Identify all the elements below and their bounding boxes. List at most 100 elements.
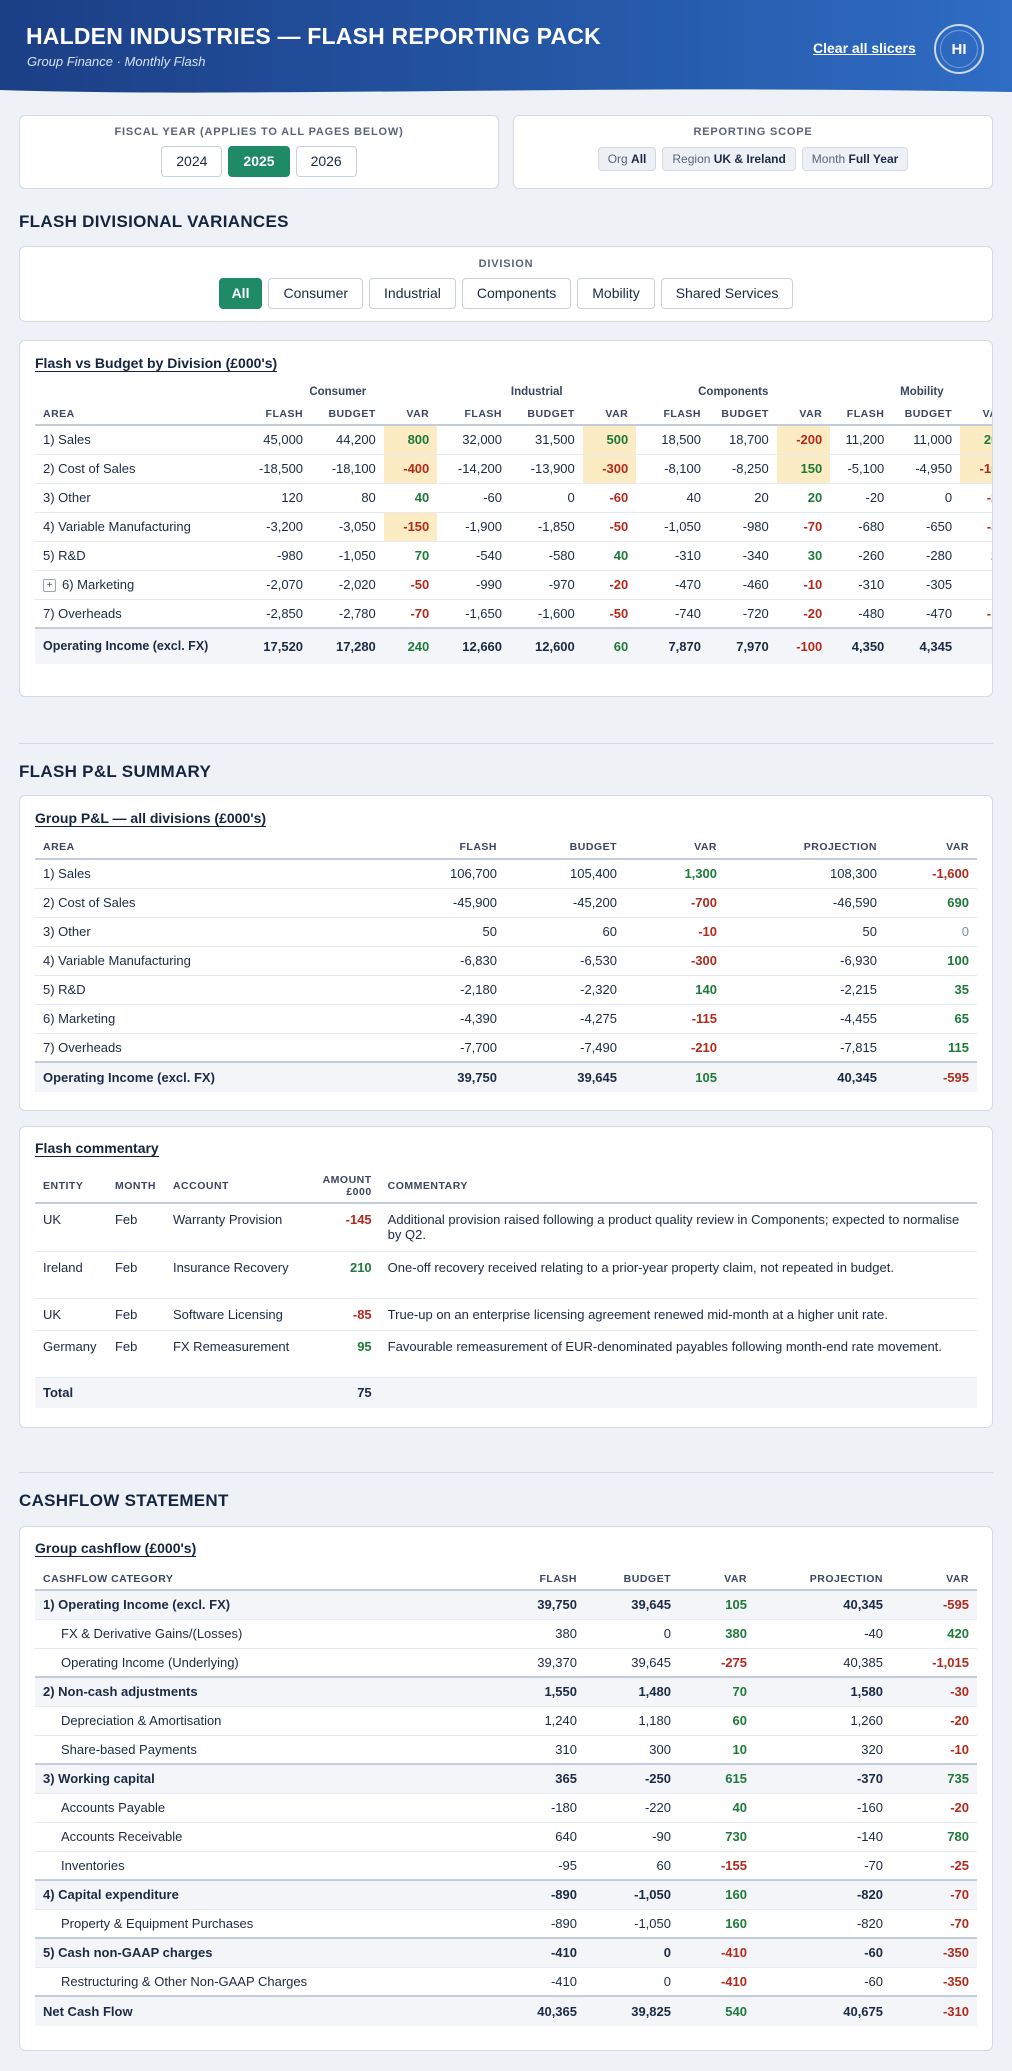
column-header: FLASH bbox=[830, 403, 893, 426]
total-cell: 17,280 bbox=[311, 627, 384, 664]
variance-cell: -150 bbox=[960, 454, 992, 484]
section-divider bbox=[19, 743, 993, 744]
value-cell: 106,700 bbox=[335, 859, 505, 889]
value-cell: -680 bbox=[830, 512, 893, 542]
division-button-mobility[interactable]: Mobility bbox=[577, 278, 655, 309]
total-cell: 39,645 bbox=[505, 1061, 625, 1092]
value-cell: -95 bbox=[475, 1851, 585, 1881]
category-label: 5) Cash non-GAAP charges bbox=[35, 1937, 475, 1968]
divisional-section-title: FLASH DIVISIONAL VARIANCES bbox=[19, 212, 289, 231]
column-header: BUDGET bbox=[311, 403, 384, 426]
value-cell: -340 bbox=[709, 541, 777, 571]
column-header: PROJECTION bbox=[725, 836, 885, 860]
column-header: MONTH bbox=[106, 1169, 165, 1204]
entity-cell: Ireland bbox=[35, 1251, 107, 1299]
division-button-industrial[interactable]: Industrial bbox=[369, 278, 456, 309]
total-cell: 7,870 bbox=[636, 627, 709, 664]
column-header: BUDGET bbox=[892, 403, 961, 426]
cashflow-group-row: 3) Working capital 365 -250 615 -370 735 bbox=[35, 1763, 977, 1794]
cashflow-table-title: Group cashflow (£000's) bbox=[35, 1540, 197, 1557]
total-cell: -100 bbox=[776, 627, 831, 664]
variance-cell: -20 bbox=[891, 1706, 977, 1736]
column-header: VAR bbox=[625, 836, 725, 860]
value-cell: 1,180 bbox=[585, 1706, 679, 1736]
value-cell: -470 bbox=[892, 599, 961, 629]
variance-cell: 690 bbox=[885, 888, 977, 918]
division-button-components[interactable]: Components bbox=[461, 278, 572, 309]
column-header: VAR bbox=[776, 403, 831, 426]
variance-cell: 140 bbox=[625, 975, 725, 1005]
fiscal-year-slicer: FISCAL YEAR (APPLIES TO ALL PAGES BELOW)… bbox=[19, 115, 499, 189]
variance-cell: -5 bbox=[960, 570, 992, 600]
value-cell: -740 bbox=[636, 599, 709, 629]
value-cell: -14,200 bbox=[437, 454, 511, 484]
year-button-2025[interactable]: 2025 bbox=[228, 146, 290, 177]
total-cell: 17,520 bbox=[238, 627, 312, 664]
variance-cell: -595 bbox=[891, 1590, 977, 1620]
variance-cell: -410 bbox=[679, 1967, 755, 1997]
value-cell: -18,500 bbox=[238, 454, 312, 484]
page-subtitle: Group Finance · Monthly Flash bbox=[27, 54, 206, 69]
value-cell: -160 bbox=[755, 1793, 891, 1823]
clear-slicers-link[interactable]: Clear all slicers bbox=[813, 40, 916, 56]
variance-cell: -60 bbox=[582, 483, 637, 513]
area-label: 7) Overheads bbox=[43, 605, 122, 621]
variance-cell: 115 bbox=[885, 1033, 977, 1063]
amount-cell: -85 bbox=[314, 1298, 380, 1331]
value-cell: -45,900 bbox=[335, 888, 505, 918]
division-button-shared-services[interactable]: Shared Services bbox=[660, 278, 794, 309]
variance-cell: 65 bbox=[885, 1004, 977, 1034]
total-cell: 12,660 bbox=[437, 627, 511, 664]
table-row: 3) Other 50 60 -10 50 0 bbox=[35, 917, 977, 947]
variance-cell: 735 bbox=[891, 1763, 977, 1794]
table-row: 4) Variable Manufacturing -6,830 -6,530 -30… bbox=[35, 946, 977, 976]
variance-cell: -275 bbox=[679, 1648, 755, 1678]
total-label: Net Cash Flow bbox=[35, 1995, 475, 2026]
total-cell: 12,600 bbox=[510, 627, 583, 664]
expand-icon[interactable]: + bbox=[43, 579, 56, 592]
variance-cell: -70 bbox=[383, 599, 438, 629]
avatar[interactable]: HI bbox=[934, 24, 984, 74]
value-cell: -18,100 bbox=[311, 454, 384, 484]
division-button-consumer[interactable]: Consumer bbox=[268, 278, 364, 309]
comment-cell: True-up on an enterprise licensing agree… bbox=[379, 1298, 977, 1331]
month-cell: Feb bbox=[106, 1330, 165, 1378]
value-cell: -70 bbox=[755, 1851, 891, 1881]
variance-cell: 105 bbox=[679, 1590, 755, 1620]
value-cell: 20 bbox=[709, 483, 777, 513]
value-cell: -7,700 bbox=[335, 1033, 505, 1063]
value-cell: 1,240 bbox=[475, 1706, 585, 1736]
table-header: CASHFLOW CATEGORY FLASH BUDGET VAR PROJECTIO… bbox=[35, 1568, 977, 1591]
value-cell: 39,645 bbox=[585, 1590, 679, 1620]
total-cell: 4,345 bbox=[892, 627, 961, 664]
variance-cell: -400 bbox=[383, 454, 438, 484]
value-cell: -1,850 bbox=[510, 512, 583, 542]
variance-cell: -410 bbox=[679, 1937, 755, 1968]
variance-cell: -1,015 bbox=[891, 1648, 977, 1678]
total-cell: 5 bbox=[960, 627, 992, 664]
cashflow-section-title: CASHFLOW STATEMENT bbox=[19, 1491, 229, 1510]
area-label: 1) Sales bbox=[43, 432, 91, 448]
total-cell: 540 bbox=[679, 1995, 755, 2026]
value-cell: 380 bbox=[475, 1619, 585, 1649]
value-cell: -4,275 bbox=[505, 1004, 625, 1034]
variance-cell: -210 bbox=[625, 1033, 725, 1063]
column-header: FLASH bbox=[335, 836, 505, 860]
year-button-2026[interactable]: 2026 bbox=[295, 146, 357, 177]
year-button-2024[interactable]: 2024 bbox=[161, 146, 223, 177]
entity-cell: UK bbox=[35, 1298, 107, 1331]
variance-cell: 100 bbox=[885, 946, 977, 976]
column-header: VAR bbox=[383, 403, 438, 426]
category-label: Restructuring & Other Non-GAAP Charges bbox=[35, 1967, 475, 1997]
column-header: ENTITY bbox=[35, 1169, 107, 1204]
category-label: Share-based Payments bbox=[35, 1735, 475, 1765]
category-label: 4) Capital expenditure bbox=[35, 1879, 475, 1910]
value-cell: -1,050 bbox=[585, 1879, 679, 1910]
value-cell: -890 bbox=[475, 1879, 585, 1910]
division-button-all[interactable]: All bbox=[218, 278, 263, 309]
division-slicer: DIVISION All Consumer Industrial Components… bbox=[19, 246, 993, 322]
value-cell: 1,480 bbox=[585, 1676, 679, 1707]
column-header: BUDGET bbox=[585, 1568, 679, 1591]
value-cell: -60 bbox=[755, 1967, 891, 1997]
variance-cell: 10 bbox=[679, 1735, 755, 1765]
